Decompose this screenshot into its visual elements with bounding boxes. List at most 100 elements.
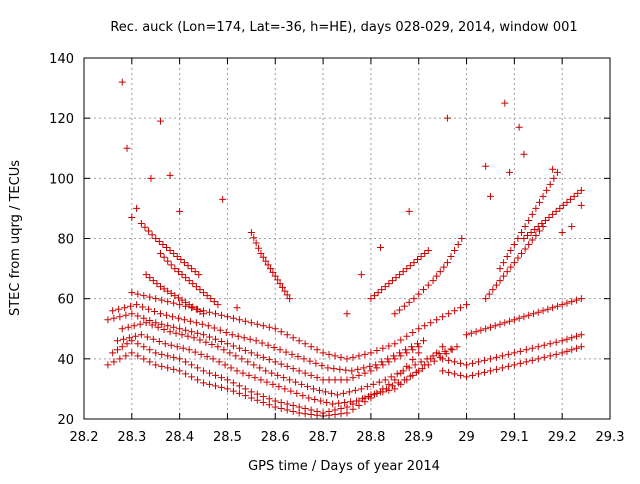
data-point (180, 259, 188, 267)
data-point (574, 189, 582, 197)
data-point (268, 369, 276, 377)
data-point (259, 398, 267, 406)
data-point (387, 373, 395, 381)
data-point (266, 265, 274, 273)
data-point (549, 304, 557, 312)
data-point (563, 335, 571, 343)
data-point (391, 310, 399, 318)
data-point (217, 311, 225, 319)
data-point (155, 338, 163, 346)
data-point (139, 303, 147, 311)
data-point (251, 374, 259, 382)
data-point (157, 310, 165, 318)
data-point (393, 370, 401, 378)
data-point (349, 353, 357, 361)
data-point (276, 346, 284, 354)
data-point (209, 355, 217, 363)
data-point (313, 407, 321, 415)
data-point (412, 368, 420, 376)
data-point (182, 326, 190, 334)
x-tick-label: 28.5 (213, 430, 242, 445)
data-point (115, 305, 123, 313)
data-point (245, 371, 253, 379)
data-point (275, 383, 283, 391)
data-point (110, 314, 118, 322)
data-point (370, 390, 378, 398)
data-point (514, 254, 522, 262)
data-point (330, 365, 338, 373)
data-point (475, 358, 482, 366)
data-point (504, 362, 512, 370)
data-point (301, 404, 309, 412)
data-point (522, 358, 530, 366)
x-tick-label: 28.8 (356, 430, 385, 445)
data-point (166, 328, 174, 336)
data-point (140, 314, 148, 322)
data-point (515, 314, 523, 322)
data-point (415, 343, 423, 351)
data-point (239, 369, 247, 377)
data-point (394, 379, 402, 387)
data-point (153, 280, 161, 288)
data-point (515, 123, 523, 131)
data-point (525, 311, 533, 319)
data-point (149, 335, 157, 343)
data-point (295, 337, 303, 345)
data-point (305, 394, 313, 402)
data-point (164, 364, 172, 372)
data-point (406, 262, 414, 270)
data-point (164, 352, 172, 360)
data-point (563, 347, 571, 355)
data-point (281, 287, 289, 295)
data-point (424, 361, 432, 369)
data-point (482, 162, 490, 170)
data-point (448, 346, 456, 354)
data-point (140, 292, 148, 300)
data-point (265, 323, 273, 331)
data-point (396, 271, 404, 279)
data-point (145, 227, 153, 235)
data-point (558, 349, 566, 357)
data-point (295, 409, 303, 417)
data-point (148, 321, 156, 329)
data-point (252, 337, 260, 345)
data-point (535, 198, 543, 206)
data-point (410, 295, 418, 303)
data-point (520, 313, 528, 321)
data-point (134, 312, 142, 320)
data-point (283, 362, 291, 370)
data-point (463, 301, 471, 309)
data-point (202, 338, 210, 346)
data-point (259, 353, 267, 361)
data-point (321, 388, 329, 396)
data-point (351, 386, 359, 394)
data-point (436, 268, 444, 276)
data-point (253, 396, 261, 404)
data-point (174, 294, 182, 302)
data-point (331, 352, 339, 360)
data-point (292, 378, 300, 386)
data-point (313, 346, 321, 354)
data-point (184, 262, 192, 270)
data-point (247, 349, 255, 357)
data-point (382, 385, 390, 393)
data-point (277, 328, 285, 336)
data-point (223, 376, 231, 384)
data-point (430, 357, 438, 365)
data-point (545, 213, 553, 221)
data-point (349, 374, 357, 382)
data-point (546, 180, 554, 188)
data-point (424, 247, 432, 255)
x-tick-label: 28.6 (261, 430, 290, 445)
data-point (396, 306, 404, 314)
data-point (391, 355, 399, 363)
data-point (188, 265, 196, 273)
data-point (496, 277, 504, 285)
data-point (345, 388, 353, 396)
data-point (397, 352, 405, 360)
x-tick-label: 28.2 (70, 430, 99, 445)
data-point (265, 401, 273, 409)
data-point (390, 352, 398, 360)
data-point (357, 385, 365, 393)
data-point (207, 295, 215, 303)
